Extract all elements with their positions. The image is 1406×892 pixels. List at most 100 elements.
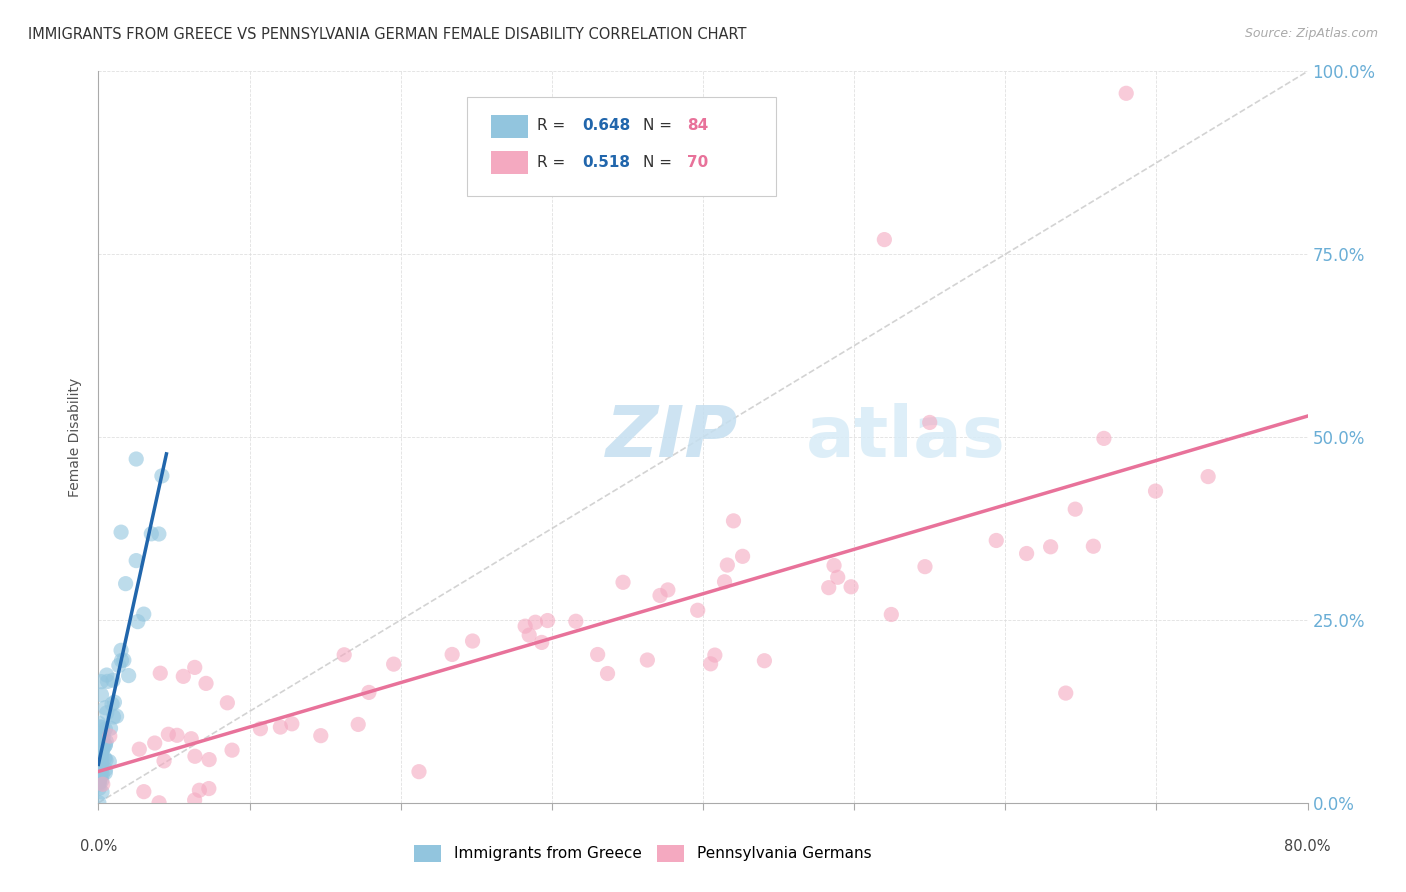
Point	[281, 716, 304, 731]
Point	[1039, 540, 1062, 554]
Point	[703, 648, 725, 662]
Point	[914, 559, 936, 574]
Point	[114, 576, 136, 591]
Point	[686, 603, 709, 617]
Text: Source: ZipAtlas.com: Source: ZipAtlas.com	[1244, 27, 1378, 40]
Text: 70: 70	[688, 154, 709, 169]
Point	[91, 744, 114, 758]
Point	[91, 742, 114, 756]
Point	[98, 755, 121, 769]
Point	[90, 742, 112, 756]
Point	[100, 721, 122, 735]
Point	[89, 736, 111, 750]
Point	[89, 738, 111, 752]
Point	[90, 764, 112, 779]
Point	[1197, 469, 1219, 483]
Text: 80.0%: 80.0%	[1284, 839, 1331, 855]
Point	[184, 660, 207, 674]
Point	[110, 525, 132, 540]
Point	[148, 527, 170, 541]
Point	[1054, 686, 1077, 700]
Point	[157, 727, 180, 741]
Point	[839, 580, 862, 594]
Point	[1144, 484, 1167, 499]
Text: IMMIGRANTS FROM GREECE VS PENNSYLVANIA GERMAN FEMALE DISABILITY CORRELATION CHAR: IMMIGRANTS FROM GREECE VS PENNSYLVANIA G…	[28, 27, 747, 42]
Point	[89, 767, 111, 781]
Point	[132, 785, 155, 799]
Point	[89, 745, 111, 759]
Point	[148, 796, 170, 810]
Text: ZIP: ZIP	[606, 402, 738, 472]
Point	[90, 756, 112, 770]
Point	[96, 674, 118, 689]
Point	[1083, 539, 1105, 553]
Point	[565, 614, 588, 628]
Text: 0.648: 0.648	[582, 118, 630, 133]
Point	[347, 717, 370, 731]
Point	[172, 669, 194, 683]
Point	[441, 648, 464, 662]
Point	[91, 777, 114, 791]
Point	[596, 666, 619, 681]
Point	[823, 558, 845, 573]
Point	[648, 589, 671, 603]
Point	[1092, 431, 1115, 445]
Point	[91, 738, 114, 752]
Text: R =: R =	[537, 118, 571, 133]
Point	[90, 674, 112, 689]
Point	[713, 574, 735, 589]
Point	[149, 666, 172, 681]
Point	[195, 676, 218, 690]
Point	[89, 720, 111, 734]
Point	[94, 751, 117, 765]
Point	[87, 748, 110, 763]
Point	[699, 657, 721, 671]
Point	[93, 730, 115, 744]
Point	[90, 758, 112, 772]
Point	[128, 742, 150, 756]
Point	[524, 615, 547, 630]
Point	[217, 696, 239, 710]
Point	[612, 575, 634, 590]
Point	[249, 722, 271, 736]
Point	[91, 737, 114, 751]
Point	[87, 716, 110, 731]
Point	[87, 776, 110, 790]
Point	[873, 233, 896, 247]
Point	[91, 720, 114, 734]
Point	[184, 749, 207, 764]
Point	[90, 769, 112, 783]
Point	[91, 733, 114, 747]
Point	[188, 783, 211, 797]
Point	[986, 533, 1008, 548]
Text: R =: R =	[537, 154, 571, 169]
Point	[105, 709, 128, 723]
Point	[94, 700, 117, 714]
Point	[101, 697, 124, 711]
Point	[96, 668, 118, 682]
Point	[716, 558, 738, 572]
Point	[87, 748, 110, 763]
Point	[94, 763, 117, 777]
Point	[198, 753, 221, 767]
Text: atlas: atlas	[806, 402, 1005, 472]
Point	[101, 673, 124, 688]
Text: 0.518: 0.518	[582, 154, 630, 169]
Bar	[492, 151, 527, 175]
Point	[127, 615, 149, 629]
Point	[108, 658, 131, 673]
Point	[98, 729, 121, 743]
Point	[657, 582, 679, 597]
Point	[132, 607, 155, 621]
Text: N =: N =	[643, 118, 676, 133]
Point	[103, 710, 125, 724]
Point	[166, 728, 188, 742]
Point	[87, 757, 110, 772]
Point	[87, 760, 110, 774]
Bar	[492, 114, 527, 138]
Point	[90, 688, 112, 702]
Point	[89, 740, 111, 755]
Point	[89, 731, 111, 745]
Point	[153, 754, 176, 768]
Point	[110, 643, 132, 657]
